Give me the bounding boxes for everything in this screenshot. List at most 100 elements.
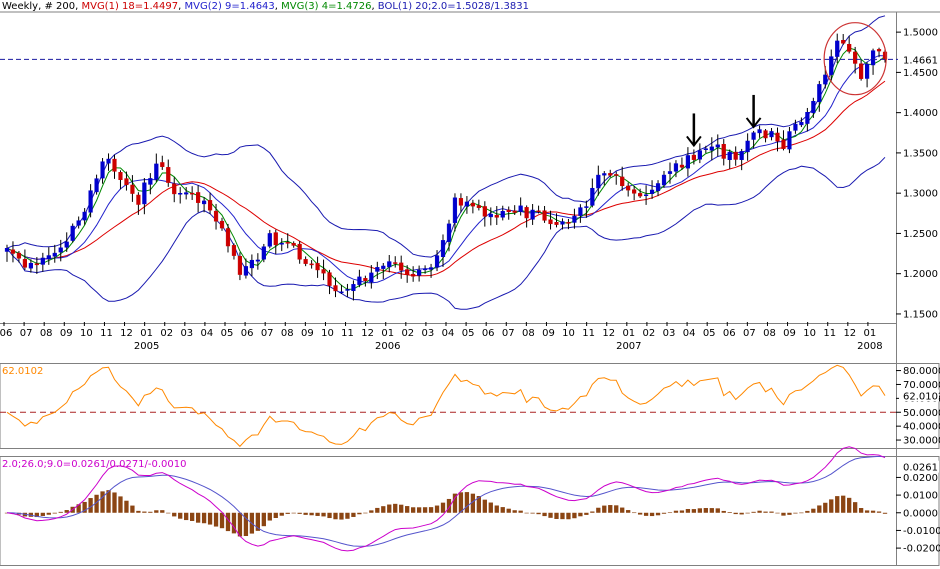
bollinger-lower (6, 156, 886, 310)
macd-histogram-bar (476, 495, 482, 513)
candle-up (178, 193, 183, 195)
candle-down (118, 172, 123, 180)
macd-histogram-bar (709, 508, 714, 513)
macd-histogram-bar (446, 498, 452, 513)
macd-histogram-bar (434, 505, 440, 513)
candle-down (733, 151, 738, 160)
candle-down (566, 222, 571, 224)
candlesticks (4, 33, 888, 301)
macd-histogram-bar (64, 510, 69, 513)
year-label: 2006 (375, 341, 400, 352)
macd-histogram-bar (697, 508, 703, 513)
macd-histogram-bar (512, 510, 517, 513)
candle-up (757, 129, 762, 134)
macd-histogram-bar (560, 512, 565, 520)
macd-histogram-bar (643, 512, 649, 516)
candle-up (279, 243, 284, 245)
macd-histogram-bar (351, 512, 356, 517)
macd-histogram-bar (870, 510, 876, 513)
candle-down (853, 51, 858, 64)
macd-histogram-bar (100, 491, 105, 513)
macd-histogram-bar (357, 512, 362, 515)
macd-histogram-bar (661, 512, 667, 514)
candle-down (213, 210, 219, 222)
rsi-line (6, 364, 886, 448)
macd-histogram-bar (596, 507, 601, 513)
macd-histogram-bar (189, 512, 195, 521)
candle-up (673, 163, 679, 172)
macd-histogram-bar (118, 496, 123, 513)
macd-histogram-bar (566, 512, 571, 520)
price-tick-label: 1.3500 (903, 148, 938, 159)
candle-up (584, 206, 589, 208)
macd-histogram-bar (590, 511, 595, 513)
macd-histogram-bar (160, 510, 165, 513)
time-tick-label: 09 (301, 328, 314, 339)
candle-up (596, 174, 601, 189)
candle-up (106, 158, 111, 164)
macd-histogram-bar (626, 510, 631, 513)
time-tick-label: 04 (201, 328, 214, 339)
macd-histogram-bar (500, 507, 505, 513)
macd-histogram-bar (154, 510, 159, 513)
macd-histogram-bar (799, 512, 804, 514)
candle-down (512, 210, 517, 213)
macd-histogram-bar (882, 512, 888, 514)
candle-up (823, 74, 828, 85)
macd-histogram-bar (631, 512, 637, 514)
macd-histogram-bar (727, 512, 732, 513)
legend-ma2: MVG(2) 9=1.4643 (184, 1, 274, 12)
time-tick-label: 03 (663, 328, 676, 339)
time-tick-label: 07 (261, 328, 274, 339)
macd-histogram-bar (333, 512, 338, 520)
macd-histogram-bar (136, 510, 141, 513)
time-tick-label: 11 (341, 328, 354, 339)
candle-up (422, 268, 428, 271)
macd-histogram-bar (345, 512, 350, 519)
candle-up (4, 248, 10, 252)
macd-signal-line (6, 455, 886, 547)
candle-up (715, 144, 720, 148)
candle-down (124, 178, 129, 186)
macd-histogram-bar (673, 510, 679, 513)
candle-up (751, 132, 756, 140)
candle-up (434, 255, 440, 268)
macd-histogram-bar (82, 501, 87, 513)
macd-histogram-bar (106, 490, 111, 513)
candle-down (333, 285, 338, 292)
macd-tick-label: 0.0000 (903, 508, 938, 519)
macd-histogram-bar (757, 510, 762, 513)
candle-down (160, 162, 165, 167)
macd-histogram-bar (142, 511, 147, 513)
macd-histogram-bar (172, 512, 177, 517)
macd-histogram-bar (584, 512, 589, 515)
macd-histogram-bar (554, 512, 559, 519)
candle-down (219, 220, 225, 229)
last-price-label: 1.4661 (903, 55, 938, 66)
macd-histogram-bar (637, 512, 643, 515)
macd-histogram-bar (440, 502, 446, 513)
macd-histogram-bar (309, 512, 314, 516)
time-tick-label: 01 (381, 328, 394, 339)
candle-up (100, 161, 105, 179)
candle-up (46, 255, 51, 260)
candle-up (661, 174, 667, 186)
macd-histogram-bar (94, 494, 99, 513)
macd-histogram-bar (703, 508, 708, 513)
candle-up (560, 221, 565, 225)
candle-up (769, 131, 774, 138)
time-tick-label: 05 (462, 328, 475, 339)
candle-down (130, 184, 135, 194)
candle-down (309, 263, 314, 266)
candle-up (649, 189, 655, 194)
macd-histogram-bar (375, 507, 380, 513)
macd-histogram-bar (679, 510, 685, 513)
candle-up (88, 190, 93, 213)
candle-down (363, 278, 368, 282)
macd-histogram-bar (148, 511, 153, 513)
candle-up (464, 201, 470, 207)
time-tick-label: 08 (522, 328, 535, 339)
macd-histogram-bar (416, 507, 422, 513)
macd-histogram-bar (422, 507, 428, 513)
macd-histogram-bar (781, 512, 786, 516)
